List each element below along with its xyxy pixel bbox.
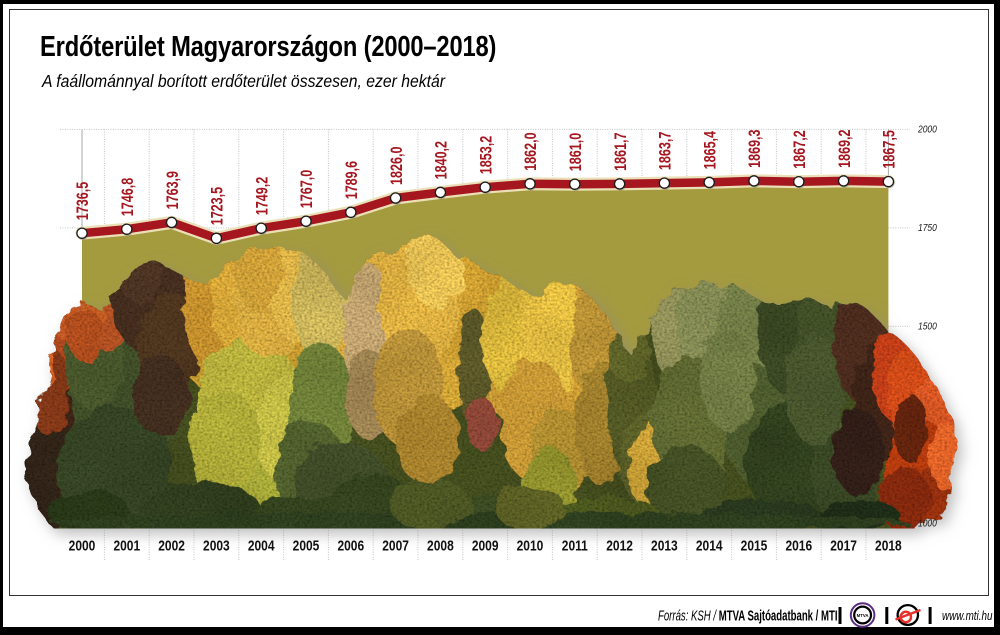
- svg-text:www.mti.hu: www.mti.hu: [942, 610, 993, 624]
- svg-text:2017: 2017: [830, 537, 857, 554]
- svg-text:1861,7: 1861,7: [611, 132, 630, 170]
- svg-text:2009: 2009: [472, 537, 499, 554]
- svg-text:2016: 2016: [785, 537, 812, 554]
- svg-text:2004: 2004: [248, 537, 275, 554]
- svg-text:2007: 2007: [382, 537, 409, 554]
- svg-text:1869,3: 1869,3: [745, 129, 764, 167]
- svg-text:1789,6: 1789,6: [342, 161, 361, 199]
- svg-text:1867,5: 1867,5: [880, 130, 899, 168]
- svg-text:2002: 2002: [158, 537, 185, 554]
- svg-text:1500: 1500: [918, 321, 938, 332]
- svg-text:1767,0: 1767,0: [297, 170, 316, 208]
- svg-text:1862,0: 1862,0: [521, 132, 540, 170]
- svg-text:2013: 2013: [651, 537, 678, 554]
- svg-text:2003: 2003: [203, 537, 230, 554]
- svg-text:2015: 2015: [741, 537, 768, 554]
- svg-text:1840,2: 1840,2: [432, 141, 451, 179]
- svg-text:1736,5: 1736,5: [73, 182, 92, 220]
- svg-text:2000: 2000: [917, 124, 938, 135]
- svg-text:1763,9: 1763,9: [163, 171, 182, 209]
- svg-text:2005: 2005: [293, 537, 320, 554]
- svg-text:1863,7: 1863,7: [656, 132, 675, 170]
- svg-text:1750: 1750: [918, 223, 938, 234]
- svg-text:2006: 2006: [337, 537, 364, 554]
- svg-text:1853,2: 1853,2: [477, 136, 496, 174]
- svg-text:Forrás: KSH / MTVA Sajtóadatba: Forrás: KSH / MTVA Sajtóadatbank / MTI: [658, 608, 838, 625]
- svg-text:1869,2: 1869,2: [835, 129, 854, 167]
- svg-text:1723,5: 1723,5: [208, 187, 227, 225]
- svg-text:2008: 2008: [427, 537, 454, 554]
- svg-text:1861,0: 1861,0: [566, 133, 585, 171]
- svg-text:2010: 2010: [517, 537, 544, 554]
- svg-text:1826,0: 1826,0: [387, 147, 406, 185]
- svg-text:2012: 2012: [606, 537, 633, 554]
- svg-text:2001: 2001: [113, 537, 140, 554]
- svg-text:1000: 1000: [918, 518, 938, 529]
- svg-text:2018: 2018: [875, 537, 902, 554]
- svg-text:2011: 2011: [562, 537, 588, 554]
- svg-text:1867,2: 1867,2: [790, 130, 809, 168]
- svg-text:2014: 2014: [696, 537, 723, 554]
- svg-text:MTVA: MTVA: [857, 613, 869, 618]
- svg-text:1746,8: 1746,8: [118, 178, 137, 216]
- svg-text:2000: 2000: [69, 537, 96, 554]
- svg-text:1749,2: 1749,2: [253, 177, 272, 215]
- svg-text:1865,4: 1865,4: [701, 130, 720, 169]
